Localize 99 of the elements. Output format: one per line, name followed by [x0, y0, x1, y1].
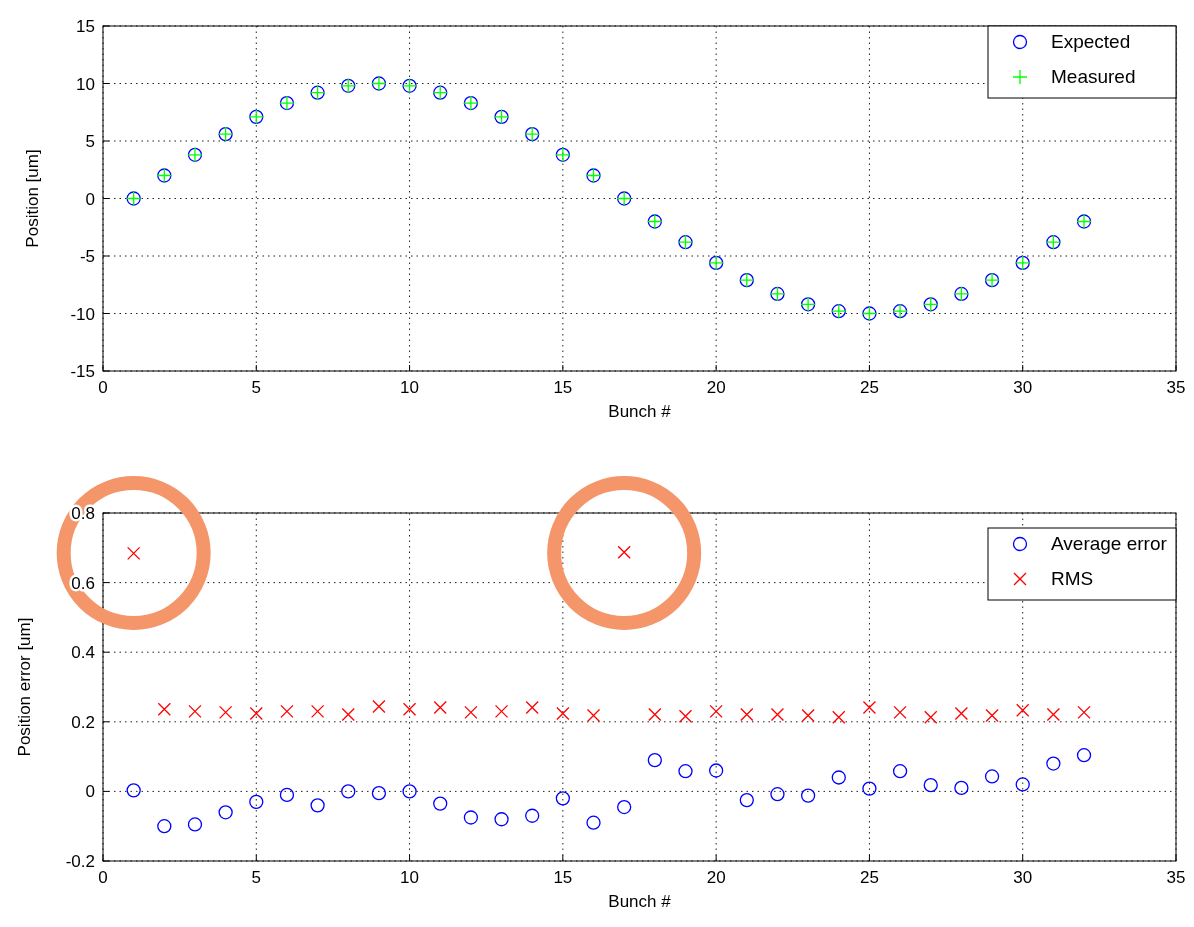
point [280, 704, 294, 719]
point [678, 764, 693, 779]
x-tick-label: 0 [98, 868, 108, 887]
legend-label: Measured [1051, 66, 1136, 87]
y-tick-label: 0 [85, 782, 95, 802]
point [770, 707, 785, 722]
point [892, 764, 908, 779]
point [188, 704, 202, 719]
point [1015, 777, 1030, 792]
point [617, 545, 631, 559]
x-tick-label: 35 [1166, 378, 1186, 397]
point [739, 792, 754, 808]
point [187, 817, 203, 832]
point [525, 808, 540, 823]
point [586, 708, 601, 723]
point [647, 752, 662, 768]
point [463, 810, 479, 825]
point [924, 710, 938, 724]
x-tick-label: 10 [400, 378, 420, 397]
x-tick-label: 30 [1013, 868, 1033, 887]
y-tick-label: 0.4 [71, 643, 95, 663]
x-tick-label: 10 [400, 868, 420, 887]
point [464, 705, 478, 720]
point [371, 785, 387, 801]
y-tick-label: 0.8 [71, 504, 95, 523]
point [279, 787, 295, 803]
x-tick-label: 30 [1013, 378, 1033, 397]
point [800, 788, 816, 803]
point [709, 704, 723, 719]
point [862, 700, 877, 715]
point [586, 815, 601, 830]
y-tick-label: -0.2 [65, 852, 95, 871]
point [617, 799, 632, 815]
y-tick-label: 0.2 [71, 712, 95, 732]
point [126, 783, 141, 798]
point [708, 763, 724, 778]
x-tick-label: 0 [98, 378, 108, 397]
point [341, 707, 355, 722]
y-tick-label: 10 [76, 74, 95, 94]
x-tick-label: 20 [706, 378, 726, 397]
point [310, 704, 325, 719]
x-axis-title: Bunch # [608, 402, 672, 421]
point [433, 700, 447, 715]
x-tick-label: 20 [706, 868, 726, 887]
y-tick-label: 0 [85, 189, 95, 209]
point [249, 706, 263, 721]
point [433, 796, 448, 811]
point [555, 791, 571, 806]
point [740, 707, 754, 722]
point [648, 707, 662, 722]
x-tick-label: 15 [553, 868, 573, 887]
x-tick-label: 5 [251, 378, 262, 397]
legend-label: RMS [1051, 568, 1094, 589]
point [249, 794, 264, 809]
point [985, 708, 999, 723]
point [954, 780, 969, 796]
point [1077, 705, 1091, 720]
point [923, 777, 938, 793]
point [341, 784, 356, 799]
point [525, 700, 539, 715]
point [801, 708, 815, 723]
y-tick-label: -15 [70, 362, 95, 381]
x-tick-label: 25 [859, 868, 879, 887]
legend-label: Expected [1051, 31, 1131, 52]
point [1076, 748, 1092, 763]
point [556, 706, 570, 721]
x-axis-title: Bunch # [608, 892, 672, 911]
legend-label: Average error [1051, 533, 1168, 554]
point [831, 770, 846, 785]
y-tick-label: 5 [85, 132, 95, 151]
point [218, 805, 233, 820]
point [157, 819, 172, 834]
y-axis-title: Position [um] [23, 149, 42, 248]
point [402, 784, 417, 799]
point [402, 702, 417, 716]
point [494, 812, 509, 827]
point [218, 705, 233, 720]
x-tick-label: 35 [1166, 868, 1186, 887]
point [1046, 756, 1061, 771]
y-tick-label: -10 [70, 304, 95, 324]
y-axis-title: Position error [um] [15, 617, 34, 757]
point [832, 710, 846, 724]
point [157, 702, 171, 716]
x-tick-label: 5 [251, 868, 262, 887]
point [1016, 703, 1030, 717]
x-tick-label: 15 [553, 378, 573, 397]
point [1046, 707, 1061, 722]
point [954, 706, 969, 721]
point [770, 787, 785, 802]
x-tick-label: 25 [859, 378, 879, 397]
y-tick-label: -5 [79, 247, 95, 266]
point [862, 781, 877, 796]
point [494, 704, 509, 719]
point [372, 699, 386, 714]
point [678, 709, 693, 723]
point [310, 798, 325, 813]
point [984, 769, 1000, 784]
y-tick-label: 15 [76, 17, 95, 36]
point [893, 705, 907, 720]
